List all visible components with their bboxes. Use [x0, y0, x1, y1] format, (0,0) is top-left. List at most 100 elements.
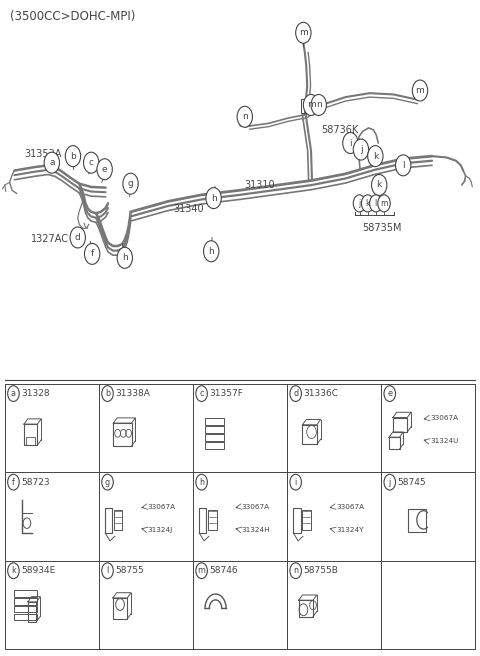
Text: n: n: [242, 112, 248, 121]
Circle shape: [370, 195, 382, 212]
Circle shape: [102, 474, 113, 490]
Circle shape: [311, 94, 326, 115]
Text: 31310: 31310: [245, 180, 276, 190]
Bar: [14, 606, 37, 613]
Text: b: b: [105, 389, 110, 398]
Text: 31357F: 31357F: [209, 389, 243, 398]
Circle shape: [384, 474, 396, 490]
Text: j: j: [359, 199, 360, 208]
Circle shape: [196, 474, 207, 490]
Circle shape: [97, 159, 112, 180]
Bar: [301, 99, 313, 113]
Text: f: f: [12, 478, 15, 487]
Text: 33067A: 33067A: [336, 504, 364, 510]
Bar: [389, 437, 399, 449]
Bar: [113, 598, 127, 619]
Circle shape: [290, 474, 301, 490]
Text: 31338A: 31338A: [115, 389, 150, 398]
Text: j: j: [389, 478, 391, 487]
Text: h: h: [199, 478, 204, 487]
Text: n: n: [316, 100, 322, 110]
Bar: [393, 417, 407, 432]
Text: j: j: [360, 145, 362, 154]
Bar: [205, 442, 224, 449]
Text: 58755B: 58755B: [303, 566, 338, 575]
Bar: [205, 434, 224, 441]
Text: k: k: [373, 152, 378, 161]
Text: 31353A: 31353A: [24, 149, 61, 159]
Text: c: c: [89, 158, 94, 167]
Circle shape: [303, 94, 319, 115]
Circle shape: [372, 174, 387, 195]
Bar: [14, 614, 37, 621]
Circle shape: [123, 173, 138, 194]
Text: 31324J: 31324J: [148, 527, 173, 533]
Text: 58736K: 58736K: [322, 125, 359, 135]
Bar: [114, 510, 122, 530]
Text: 31340: 31340: [174, 203, 204, 214]
Circle shape: [204, 241, 219, 262]
Bar: [14, 590, 37, 597]
Circle shape: [84, 152, 99, 173]
Bar: [26, 437, 36, 445]
Circle shape: [396, 155, 411, 176]
Circle shape: [296, 22, 311, 43]
Circle shape: [8, 386, 19, 401]
Bar: [208, 510, 216, 530]
Bar: [408, 509, 426, 531]
Text: f: f: [91, 249, 94, 258]
Text: b: b: [70, 152, 76, 161]
Text: m: m: [416, 86, 424, 95]
Bar: [302, 425, 317, 445]
Circle shape: [8, 563, 19, 579]
Circle shape: [102, 563, 113, 579]
Text: m: m: [198, 566, 205, 575]
Bar: [302, 510, 311, 530]
Text: m: m: [299, 28, 308, 37]
Circle shape: [290, 386, 301, 401]
Circle shape: [117, 247, 132, 268]
Text: i: i: [295, 478, 297, 487]
Circle shape: [196, 563, 207, 579]
Text: m: m: [380, 199, 388, 208]
Circle shape: [353, 139, 369, 160]
Bar: [28, 602, 36, 622]
Circle shape: [8, 474, 19, 490]
Text: g: g: [128, 179, 133, 188]
Circle shape: [384, 386, 396, 401]
Circle shape: [290, 563, 301, 579]
Circle shape: [70, 227, 85, 248]
Text: l: l: [107, 566, 108, 575]
Circle shape: [196, 386, 207, 401]
Text: l: l: [375, 199, 377, 208]
Text: i: i: [349, 138, 352, 148]
Bar: [105, 508, 112, 533]
Circle shape: [343, 133, 358, 154]
Text: 58746: 58746: [209, 566, 238, 575]
Bar: [24, 424, 37, 445]
Text: k: k: [365, 199, 370, 208]
Text: h: h: [122, 253, 128, 262]
Circle shape: [237, 106, 252, 127]
Text: 58735M: 58735M: [362, 223, 402, 233]
Text: 31324H: 31324H: [242, 527, 271, 533]
Text: 31336C: 31336C: [303, 389, 338, 398]
Text: n: n: [293, 566, 298, 575]
Text: 31324U: 31324U: [430, 438, 458, 444]
Text: 31324Y: 31324Y: [336, 527, 363, 533]
Circle shape: [102, 386, 113, 401]
Bar: [205, 426, 224, 433]
Text: (3500CC>DOHC-MPI): (3500CC>DOHC-MPI): [10, 10, 135, 23]
Bar: [293, 508, 300, 533]
Circle shape: [84, 243, 100, 264]
Circle shape: [353, 195, 366, 212]
Text: d: d: [293, 389, 298, 398]
Text: m: m: [307, 100, 315, 110]
Text: 58755: 58755: [115, 566, 144, 575]
Circle shape: [412, 80, 428, 101]
Bar: [205, 419, 224, 425]
Text: k: k: [11, 566, 16, 575]
Text: c: c: [199, 389, 204, 398]
Text: d: d: [75, 233, 81, 242]
Circle shape: [361, 195, 374, 212]
